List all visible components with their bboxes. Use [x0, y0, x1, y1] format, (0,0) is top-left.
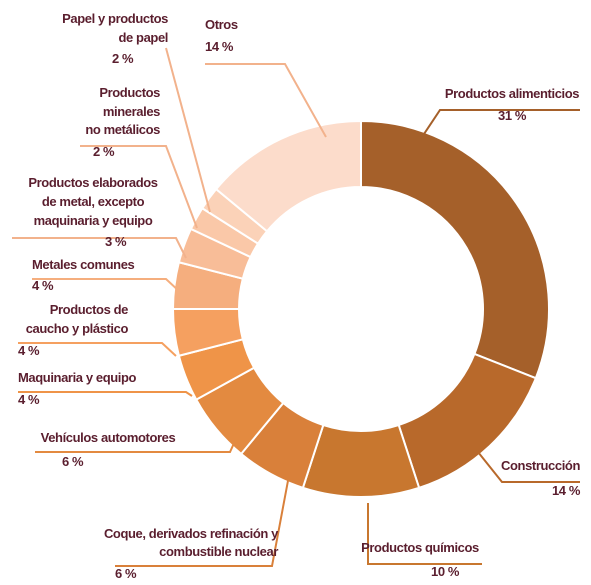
leader-line [12, 237, 187, 259]
label-line: Productos de [50, 302, 128, 317]
label-line: Maquinaria y equipo [18, 370, 137, 385]
label-line: Productos elaborados [28, 175, 157, 190]
value-label: 4 % [18, 343, 40, 358]
leader-line [35, 429, 241, 453]
label-line: Construcción [501, 458, 580, 473]
leader-line [115, 469, 291, 567]
category-label: Papel y productos de papel [62, 11, 168, 45]
value-label: 3 % [105, 234, 127, 249]
category-label: Maquinaria y equipo [18, 370, 137, 385]
leader-line [419, 109, 580, 141]
value-label: 2 % [112, 51, 134, 66]
leader-line [367, 503, 482, 565]
category-label: Coque, derivados refinación y combustible… [104, 526, 279, 559]
category-label: Vehículos automotores [41, 430, 176, 445]
category-label: Productos alimenticios [445, 86, 579, 101]
category-label: Construcción [501, 458, 580, 473]
leader-line [477, 451, 580, 483]
value-label: 6 % [62, 454, 84, 469]
label-line: no metálicos [85, 122, 160, 137]
value-label: 4 % [32, 278, 54, 293]
label-line: maquinaria y equipo [34, 213, 153, 228]
label-line: Vehículos automotores [41, 430, 176, 445]
leader-line [165, 47, 211, 213]
value-label: 14 % [552, 483, 581, 498]
category-label: Productos de caucho y plástico [26, 302, 129, 336]
donut-segment [214, 119, 362, 233]
category-label: Metales comunes [32, 257, 135, 272]
donut-segment [360, 119, 550, 380]
label-line: Otros [205, 17, 238, 32]
label-line: Productos químicos [361, 540, 479, 555]
value-label: 4 % [18, 392, 40, 407]
leader-line [80, 145, 198, 229]
category-label: Productos químicos [361, 540, 479, 555]
label-line: Metales comunes [32, 257, 135, 272]
leader-line [18, 391, 193, 397]
label-line: caucho y plástico [26, 321, 129, 336]
category-label: Otros [205, 17, 238, 32]
value-label: 14 % [205, 39, 234, 54]
label-line: combustible nuclear [159, 544, 278, 559]
label-line: de papel [118, 30, 168, 45]
category-label: Productos minerales no metálicos [85, 85, 160, 137]
label-line: minerales [103, 104, 160, 119]
value-label: 6 % [115, 566, 137, 581]
leader-line [18, 342, 177, 357]
leader-line [205, 63, 327, 138]
label-line: de metal, excepto [42, 194, 145, 209]
value-label: 2 % [93, 144, 115, 159]
leader-line [32, 278, 181, 293]
value-label: 10 % [431, 564, 460, 579]
value-label: 31 % [498, 108, 527, 123]
label-line: Coque, derivados refinación y [104, 526, 279, 541]
label-line: Productos alimenticios [445, 86, 579, 101]
label-line: Productos [99, 85, 160, 100]
label-line: Papel y productos [62, 11, 168, 26]
category-label: Productos elaborados de metal, excepto maq… [28, 175, 157, 228]
